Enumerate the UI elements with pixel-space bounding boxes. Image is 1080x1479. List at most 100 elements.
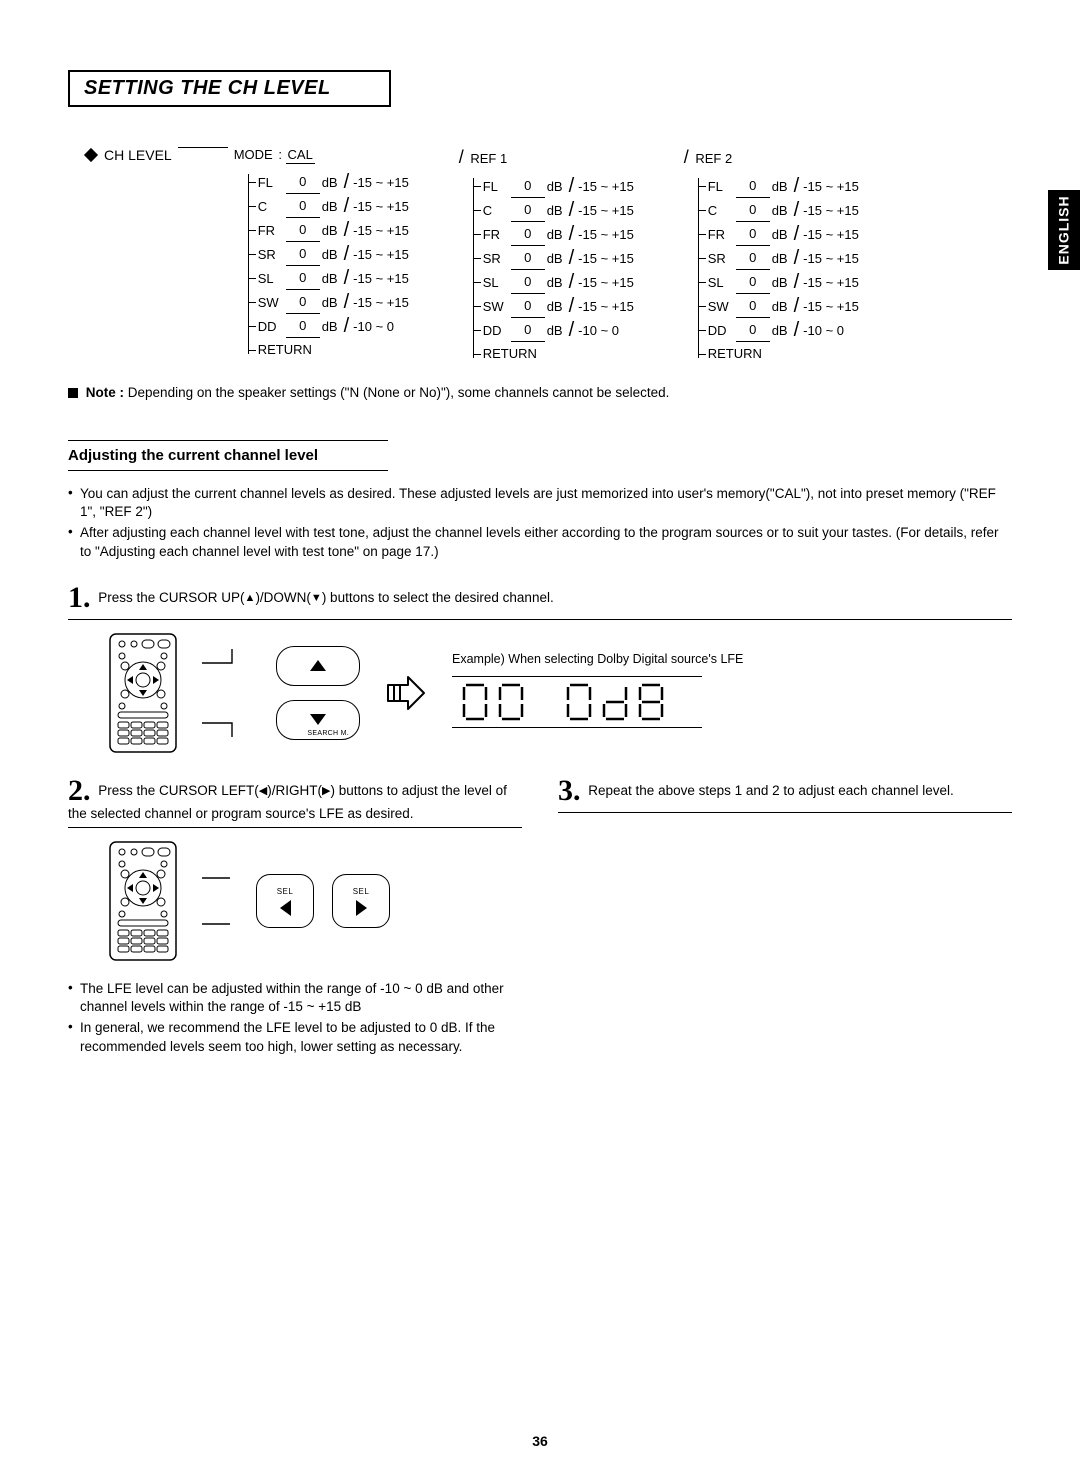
channel-value: 0 <box>736 222 770 246</box>
step2-text-b: )/RIGHT( <box>267 783 322 798</box>
channel-value: 0 <box>286 266 320 290</box>
slash-icon: / <box>569 324 575 337</box>
channel-name: C <box>483 199 511 222</box>
slash-icon: / <box>569 180 575 193</box>
channel-row: DD0dB/-10 ~ 0 <box>248 314 439 338</box>
bullet-item: You can adjust the current channel level… <box>68 485 1012 521</box>
mode-value: REF 2 <box>695 151 732 166</box>
channel-range: -15 ~ +15 <box>803 271 859 294</box>
mode-column: / REF 2FL0dB/-15 ~ +15C0dB/-15 ~ +15FR0d… <box>684 147 889 365</box>
channel-name: DD <box>708 319 736 342</box>
language-tab: ENGLISH <box>1048 190 1080 270</box>
segment-display <box>452 676 702 728</box>
note-label: Note : <box>86 385 124 400</box>
channel-value: 0 <box>736 246 770 270</box>
cursor-down-button[interactable]: SEARCH M. <box>276 700 360 740</box>
remote-graphic <box>108 840 178 962</box>
channel-unit: dB <box>322 291 338 314</box>
channel-name: SL <box>708 271 736 294</box>
channel-name: SR <box>708 247 736 270</box>
channel-value: 0 <box>286 170 320 194</box>
channel-value: 0 <box>736 270 770 294</box>
channel-row: DD0dB/-10 ~ 0 <box>473 318 664 342</box>
channel-range: -15 ~ +15 <box>578 271 634 294</box>
triangle-up-icon: ▲ <box>245 592 256 604</box>
channel-value: 0 <box>286 194 320 218</box>
channel-name: SL <box>483 271 511 294</box>
channel-row: FL0dB/-15 ~ +15 <box>473 174 664 198</box>
channel-unit: dB <box>547 223 563 246</box>
cursor-up-button[interactable] <box>276 646 360 686</box>
channel-row: SR0dB/-15 ~ +15 <box>248 242 439 266</box>
channel-unit: dB <box>322 219 338 242</box>
channel-unit: dB <box>772 199 788 222</box>
return-row: RETURN <box>473 342 664 365</box>
channel-name: FL <box>708 175 736 198</box>
diamond-icon <box>84 148 98 162</box>
note-row: Note : Depending on the speaker settings… <box>68 385 1012 400</box>
page-title: SETTING THE CH LEVEL <box>68 70 391 107</box>
channel-range: -15 ~ +15 <box>803 223 859 246</box>
channel-range: -15 ~ +15 <box>578 199 634 222</box>
note-square-icon <box>68 388 78 398</box>
channel-range: -15 ~ +15 <box>353 291 409 314</box>
slash-icon: / <box>569 228 575 241</box>
up-down-buttons: SEARCH M. <box>276 646 360 740</box>
channel-name: FL <box>483 175 511 198</box>
channel-value: 0 <box>511 174 545 198</box>
channel-value: 0 <box>736 198 770 222</box>
channel-unit: dB <box>772 319 788 342</box>
channel-range: -15 ~ +15 <box>353 171 409 194</box>
example-caption: Example) When selecting Dolby Digital so… <box>452 652 743 666</box>
seg-left <box>460 679 546 725</box>
channel-name: SW <box>258 291 286 314</box>
step-number: 3. <box>558 776 581 806</box>
channel-row: SL0dB/-15 ~ +15 <box>698 270 889 294</box>
slash-icon: / <box>344 320 350 333</box>
channel-unit: dB <box>547 271 563 294</box>
cursor-left-button[interactable]: SEL <box>256 874 314 928</box>
channel-row: FL0dB /-15 ~ +15 <box>248 170 439 194</box>
channel-range: -10 ~ 0 <box>578 319 619 342</box>
channel-unit: dB <box>772 295 788 318</box>
channel-value: 0 <box>286 218 320 242</box>
segment-display-block: Example) When selecting Dolby Digital so… <box>452 652 743 728</box>
channel-range: -15 ~ +15 <box>803 199 859 222</box>
lower-bullets: The LFE level can be adjusted within the… <box>68 980 522 1056</box>
channel-unit: dB <box>772 271 788 294</box>
mode-head: MODE : CAL <box>234 147 439 164</box>
figure-step1: SEARCH M. Example) When selecting Dolby … <box>108 632 1012 754</box>
return-row: RETURN <box>248 338 439 361</box>
channel-value: 0 <box>286 314 320 338</box>
channel-row: FL0dB/-15 ~ +15 <box>698 174 889 198</box>
channel-name: SR <box>258 243 286 266</box>
ch-level-diagram: CH LEVEL MODE : CALFL0dB/-15 ~ +15C0dB/-… <box>86 147 1012 365</box>
channel-name: FR <box>708 223 736 246</box>
channel-range: -10 ~ 0 <box>803 319 844 342</box>
channel-row: C0dB/-15 ~ +15 <box>473 198 664 222</box>
slash-icon: / <box>794 228 800 241</box>
channel-row: FR0dB/-15 ~ +15 <box>473 222 664 246</box>
channel-value: 0 <box>286 242 320 266</box>
channel-name: FR <box>258 219 286 242</box>
mode-column: / REF 1FL0dB/-15 ~ +15C0dB/-15 ~ +15FR0d… <box>459 147 664 365</box>
channel-unit: dB <box>547 247 563 270</box>
channel-name: SL <box>258 267 286 290</box>
search-m-label: SEARCH M. <box>307 730 349 737</box>
cursor-right-button[interactable]: SEL <box>332 874 390 928</box>
channel-unit: dB <box>322 171 338 194</box>
channel-value: 0 <box>511 270 545 294</box>
seg-right <box>564 679 694 725</box>
channel-name: DD <box>483 319 511 342</box>
slash-icon: / <box>344 176 350 189</box>
channel-row: SL0dB/-15 ~ +15 <box>248 266 439 290</box>
channel-unit: dB <box>547 295 563 318</box>
step-number: 2. <box>68 776 91 806</box>
slash-icon: / <box>344 200 350 213</box>
channel-name: C <box>708 199 736 222</box>
mode-value: CAL <box>286 147 315 164</box>
left-right-buttons: SEL SEL <box>256 874 390 928</box>
step3-text: Repeat the above steps 1 and 2 to adjust… <box>588 783 954 798</box>
step-number: 1. <box>68 583 91 613</box>
channel-name: FL <box>258 171 286 194</box>
